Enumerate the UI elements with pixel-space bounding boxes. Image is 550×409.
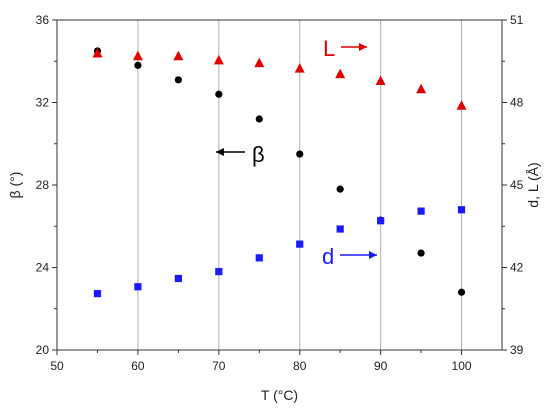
point-d xyxy=(174,274,182,283)
y-left-tick-label: 28 xyxy=(36,178,50,192)
annotation-2-label: d xyxy=(322,244,334,269)
point-d xyxy=(296,240,304,248)
x-tick-label: 60 xyxy=(131,359,145,373)
x-axis-label: T (°C) xyxy=(261,387,298,403)
point-d xyxy=(377,217,385,225)
point-beta xyxy=(457,288,466,296)
point-L xyxy=(92,48,103,58)
annotation-0-label: β xyxy=(252,142,265,167)
point-L xyxy=(213,54,224,65)
point-d xyxy=(457,206,466,214)
point-beta xyxy=(417,249,425,257)
axis-ticks: 50 60 70 80 90 100 20 24 28 32 36 39 42 45 48 51 xyxy=(36,13,524,373)
point-beta xyxy=(215,90,223,98)
grid-lines xyxy=(137,20,463,350)
plot-frame xyxy=(56,19,503,351)
data-marks xyxy=(92,47,467,298)
point-L xyxy=(294,63,305,73)
point-beta xyxy=(296,150,304,158)
x-tick-label: 100 xyxy=(452,359,472,373)
y-right-tick-label: 51 xyxy=(510,13,524,27)
point-L xyxy=(254,57,265,68)
point-L xyxy=(132,50,143,61)
point-L xyxy=(416,83,427,94)
point-L xyxy=(375,75,386,85)
point-beta xyxy=(336,185,344,193)
point-beta xyxy=(134,61,142,69)
point-L xyxy=(173,50,184,61)
y-left-tick-label: 24 xyxy=(36,261,50,275)
annotations: β Ld xyxy=(216,36,377,269)
y-left-tick-label: 32 xyxy=(36,96,50,110)
y-left-tick-label: 20 xyxy=(36,343,50,357)
annotation-2-arrowhead xyxy=(369,251,377,259)
point-d xyxy=(417,207,425,215)
annotation-1-label: L xyxy=(323,36,335,61)
y-axis-left-label: β (°) xyxy=(7,172,23,199)
y-right-tick-label: 42 xyxy=(510,261,524,275)
point-beta xyxy=(174,76,182,84)
point-d xyxy=(134,283,142,291)
x-tick-label: 70 xyxy=(212,359,226,373)
y-right-tick-label: 48 xyxy=(510,96,524,110)
point-L xyxy=(456,100,467,110)
y-right-tick-label: 45 xyxy=(510,178,524,192)
point-d xyxy=(215,268,223,276)
y-right-tick-label: 39 xyxy=(510,343,524,357)
x-tick-label: 80 xyxy=(293,359,307,373)
annotation-1-arrowhead xyxy=(359,43,367,51)
y-left-tick-label: 36 xyxy=(36,13,50,27)
x-tick-label: 50 xyxy=(50,359,64,373)
point-beta xyxy=(255,115,263,123)
annotation-0-arrowhead xyxy=(216,148,224,156)
y-axis-right-label: d, L (Å) xyxy=(525,162,541,207)
point-d xyxy=(336,225,344,233)
point-d xyxy=(255,254,263,262)
point-d xyxy=(93,290,102,298)
x-tick-label: 90 xyxy=(374,359,388,373)
point-L xyxy=(335,68,346,79)
